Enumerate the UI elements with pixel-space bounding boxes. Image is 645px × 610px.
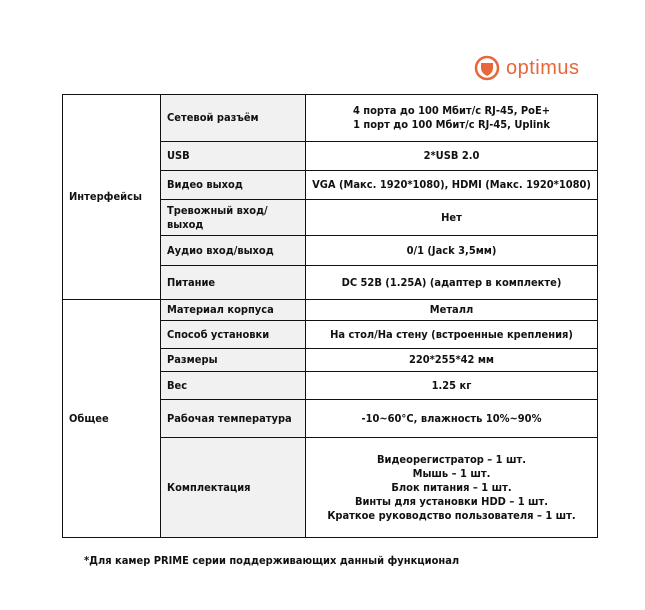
spec-label: Материал корпуса xyxy=(160,299,306,321)
spec-value: 2*USB 2.0 xyxy=(305,141,598,171)
spec-value: -10~60°C, влажность 10%~90% xyxy=(305,399,598,438)
spec-value-line: 1 порт до 100 Мбит/с RJ-45, Uplink xyxy=(353,118,550,131)
spec-label: Вес xyxy=(160,371,306,400)
spec-label: Видео выход xyxy=(160,170,306,200)
spec-value-line: Нет xyxy=(441,210,462,224)
optimus-logo: optimus xyxy=(474,55,580,81)
spec-value-line: На стол/На стену (встроенные крепления) xyxy=(330,327,573,341)
spec-label: Сетевой разъём xyxy=(160,94,306,142)
spec-table: Интерфейсы Сетевой разъём 4 порта до 100 М… xyxy=(62,94,598,538)
spec-value: 4 порта до 100 Мбит/с RJ-45, PoE+ 1 порт … xyxy=(305,94,598,142)
table-row: Общее Материал корпуса Металл xyxy=(62,299,598,538)
spec-label: Рабочая температура xyxy=(160,399,306,438)
spec-value: Видеорегистратор – 1 шт. Мышь – 1 шт. Блок… xyxy=(305,437,598,538)
spec-value-line: Винты для установки HDD – 1 шт. xyxy=(354,494,549,508)
spec-label: Питание xyxy=(160,265,306,300)
spec-value-line: 2*USB 2.0 xyxy=(423,149,480,162)
spec-value: 1.25 кг xyxy=(305,371,598,400)
spec-value: DC 52В (1.25А) (адаптер в комплекте) xyxy=(305,265,598,300)
table-row: Видео выход VGA (Макс. 1920*1080), HDMI (… xyxy=(63,170,598,200)
table-row: Интерфейсы Сетевой разъём 4 порта до 100 М… xyxy=(62,94,598,300)
table-row: Комплектация Видеорегистратор – 1 шт. Мышь… xyxy=(63,437,598,538)
spec-value: VGA (Макс. 1920*1080), HDMI (Макс. 1920*… xyxy=(305,170,598,200)
table-row: Способ установки На стол/На стену (встрое… xyxy=(63,320,598,349)
spec-value: Нет xyxy=(305,199,598,236)
spec-label: Комплектация xyxy=(160,437,306,538)
shield-logo-icon xyxy=(474,55,500,81)
spec-label: Размеры xyxy=(160,348,306,372)
section-name: Интерфейсы xyxy=(62,94,161,300)
section-name: Общее xyxy=(62,299,161,538)
table-row: Аудио вход/выход 0/1 (Jack 3,5мм) xyxy=(63,235,598,266)
spec-label: USB xyxy=(160,141,306,171)
spec-value-line: 220*255*42 мм xyxy=(408,353,495,366)
spec-label: Тревожный вход/выход xyxy=(160,199,306,236)
spec-label: Аудио вход/выход xyxy=(160,235,306,266)
table-row: Размеры 220*255*42 мм xyxy=(63,348,598,372)
spec-value-line: Краткое руководство пользователя – 1 шт. xyxy=(327,508,576,522)
spec-value-line: Металл xyxy=(429,303,474,316)
spec-value: Металл xyxy=(305,299,598,321)
spec-value-line: -10~60°C, влажность 10%~90% xyxy=(361,411,542,425)
spec-value: На стол/На стену (встроенные крепления) xyxy=(305,320,598,349)
spec-value-line: VGA (Макс. 1920*1080), HDMI (Макс. 1920*… xyxy=(312,178,591,191)
table-row: Питание DC 52В (1.25А) (адаптер в комплек… xyxy=(63,265,598,300)
spec-value: 220*255*42 мм xyxy=(305,348,598,372)
table-row: Рабочая температура -10~60°C, влажность 1… xyxy=(63,399,598,438)
spec-value-line: Блок питания – 1 шт. xyxy=(391,480,512,494)
spec-value-line: Мышь – 1 шт. xyxy=(412,466,491,480)
spec-value-line: 0/1 (Jack 3,5мм) xyxy=(406,243,497,257)
spec-value-line: DC 52В (1.25А) (адаптер в комплекте) xyxy=(341,275,562,289)
footnote: *Для камер PRIME серии поддерживающих да… xyxy=(84,554,460,567)
table-row: Вес 1.25 кг xyxy=(63,371,598,400)
logo-text: optimus xyxy=(506,56,580,79)
spec-value-line: 4 порта до 100 Мбит/с RJ-45, PoE+ xyxy=(352,104,551,117)
spec-value-line: Видеорегистратор – 1 шт. xyxy=(376,452,527,466)
spec-value: 0/1 (Jack 3,5мм) xyxy=(305,235,598,266)
spec-value-line: 1.25 кг xyxy=(431,378,472,392)
table-row: Тревожный вход/выход Нет xyxy=(63,199,598,236)
spec-label: Способ установки xyxy=(160,320,306,349)
